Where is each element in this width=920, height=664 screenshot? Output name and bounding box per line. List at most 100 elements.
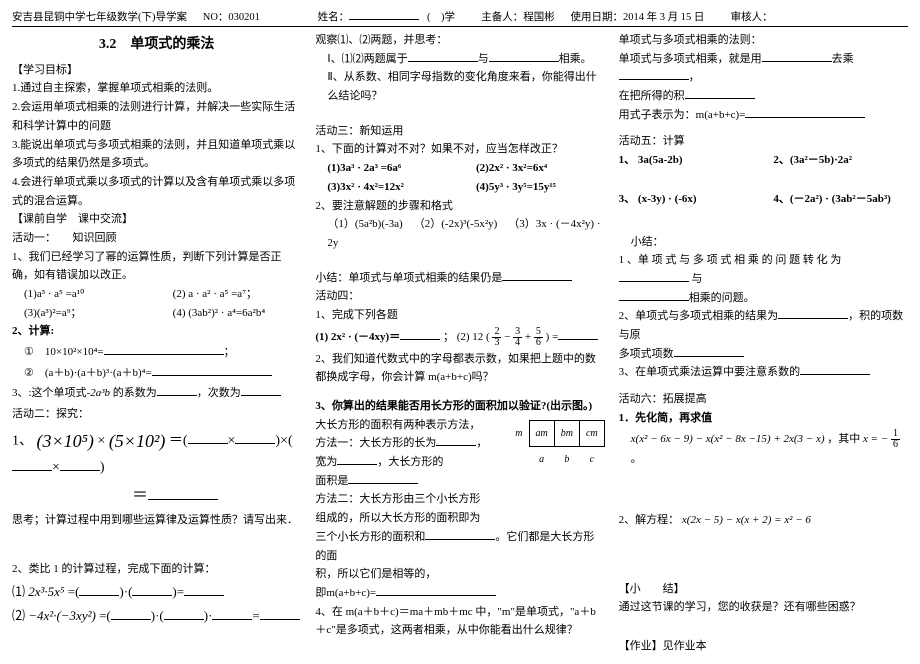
ext1-expr: x(x² − 6x − 9) − x(x² − 8x −15) + 2x(3 −… (619, 429, 908, 469)
spacer-3d (619, 382, 908, 390)
spacer-2c (315, 387, 604, 397)
area-eq: 即m(a+b+c)= (315, 584, 604, 603)
calc1-pre: ① 10×10²×10⁴= (24, 346, 104, 358)
c2b4 (111, 608, 151, 620)
calc2-blank (152, 364, 272, 376)
act1-e2: (2) a · a² · a⁵ =a⁷； (173, 285, 302, 304)
name-blank (349, 8, 419, 20)
e2l: 2、解方程： (619, 514, 680, 526)
obj-4: 4.会进行单项式乘以多项式的计算以及含有单项式乘以多项式的混合运算。 (12, 173, 301, 210)
c2e1b: =( (68, 584, 80, 599)
c2e2d: )· (204, 608, 213, 623)
lesson-title: 3.2 单项式的乘法 (12, 33, 301, 57)
columns: 3.2 单项式的乘法 【学习目标】 1.通过自主探索，掌握单项式相乘的法则。 2… (12, 31, 908, 656)
obs-hd: 观察⑴、⑵两题，并思考： (315, 31, 604, 50)
calc-1: ① 10×10²×10⁴=； (12, 343, 301, 362)
obs-i: Ⅰ、⑴⑵两题属于与相乘。 (315, 50, 604, 69)
c2e1d: )= (172, 584, 184, 599)
a4pl: ( (486, 331, 490, 343)
a4-e-row: (1) 2x² · (－4xy)＝ ； (2) 12 ( 23 − 34 + 5… (315, 327, 604, 348)
big1-eq: ＝( (169, 433, 188, 448)
sum3: 3、在单项式乘法运算中要注意系数的 (619, 363, 908, 382)
calc2-pre: ② (a＋b)·(a＋b)³·(a＋b)⁴= (24, 367, 152, 379)
act1-e4: (4) (3ab²)² · a⁴=6a²b⁴ (173, 304, 302, 323)
spacer-3b (619, 170, 908, 190)
b1x3: × (52, 460, 60, 475)
c2b2 (132, 584, 172, 596)
calc-2: ② (a＋b)·(a＋b)³·(a＋b)⁴= (12, 364, 301, 383)
rb1 (762, 50, 832, 62)
no-value: 030201 (228, 12, 260, 23)
act6-hd: 活动六：拓展提高 (619, 390, 908, 409)
amb5 (376, 584, 496, 596)
b1x4: ) (100, 460, 105, 475)
area-m1d: 面积是 (315, 472, 495, 491)
q2-row: （1）(5a²b)(-3a) （2）(-2x)³(-5x²y) （3）3x · … (315, 215, 604, 252)
f3d: 6 (534, 338, 543, 348)
q2a: （1）(5a²b)(-3a) (327, 218, 402, 230)
objectives-hd: 【学习目标】 (12, 61, 301, 80)
rect-m: m (509, 420, 529, 446)
sum2c: 多项式项数 (619, 345, 908, 364)
big1-eq2: ＝ (132, 487, 148, 504)
rect-a: a (529, 446, 554, 472)
area-end2: 积，所以它们是相等的， (315, 565, 604, 584)
big1-x: × (97, 433, 105, 448)
frac-3: 56 (534, 327, 543, 348)
sum-hd: 小结： (619, 233, 908, 252)
r1b: 去乘 (832, 53, 854, 65)
f2d: 4 (513, 338, 522, 348)
frac-2: 34 (513, 327, 522, 348)
e1end: 。 (631, 453, 642, 465)
area-m1: 方法一：大长方形的长为，宽为，大长方形的 (315, 434, 495, 471)
name-label: 姓名： (318, 9, 350, 24)
am1c: ，大长方形的 (377, 456, 443, 468)
sum1: 1 、单 项 式 与 多 项 式 相 乘 的 问 题 转 化 为 与 (619, 251, 908, 288)
f1n: 2 (492, 327, 501, 338)
conclu: 通过这节课的学习，您的收获是？还有哪些困惑？ (619, 598, 908, 617)
e2e: x(2x − 5) − x(x + 2) = x² − 6 (682, 514, 811, 526)
sb4 (674, 345, 744, 357)
r1c: ， (689, 71, 700, 83)
aeq: 即m(a+b+c)= (315, 587, 376, 599)
c2e2a: ⑵ (12, 608, 25, 623)
a4pr: ) (546, 331, 550, 343)
f3n: 5 (534, 327, 543, 338)
rect-b: b (554, 446, 579, 472)
f2n: 3 (513, 327, 522, 338)
a4-q4: 4、在 m(a＋b＋c)＝ma＋mb＋mc 中，"m"是单项式，"a＋b＋c"是… (315, 603, 604, 640)
c2b1 (79, 584, 119, 596)
cat2-e2: ⑵ −4x²·(−3xy²) =()·()·= (12, 605, 301, 627)
r2: 在把所得的积 (619, 90, 685, 102)
review-label: 审核人： (731, 9, 773, 24)
q2: 2、要注意解题的步骤和格式 (315, 197, 604, 216)
area-m2c: 三个小长方形的面积和。它们都是大长方形的面 (315, 528, 604, 565)
a5-row1: 1、 3a(5a-2b) 2、(3a²－5b)·2a² (619, 151, 908, 170)
s2a: 2、单项式与多项式相乘的结果为 (619, 310, 779, 322)
col-3: 单项式与多项式相乘的法则： 单项式与多项式相乘，就是用去乘， 在把所得的积 用式… (619, 31, 908, 656)
act5-hd: 活动五：计算 (619, 132, 908, 151)
a4e1: (1) 2x² · (－4xy)＝ (315, 331, 400, 343)
r3a: 用式子表示为：m(a+b+c)= (619, 109, 746, 121)
am1a: 方法一：大长方形的长为 (315, 437, 436, 449)
act1-row1: (1)a³ · a⁵ =a¹⁰ (2) a · a² · a⁵ =a⁷； (12, 285, 301, 304)
area-m2a: 方法二：大长方形由三个小长方形 (315, 490, 495, 509)
act1-e3: (3)(a³)²=a⁹； (24, 304, 153, 323)
b1x2: )×( (275, 433, 292, 448)
q1b: (2)2x² · 3x²=6x⁴ (476, 159, 605, 178)
obs-b2 (489, 50, 559, 62)
amb2 (337, 453, 377, 465)
rule2: 在把所得的积 (619, 87, 908, 106)
a4m: − (504, 331, 510, 343)
summary: 小结：单项式与单项式相乘的结果仍是 (315, 269, 604, 288)
b1res (148, 488, 218, 500)
obs-i-t: Ⅰ、⑴⑵两题属于 (327, 53, 407, 65)
area-block: 大长方形的面积有两种表示方法， 方法一：大长方形的长为，宽为，大长方形的 面积是… (315, 416, 604, 528)
big1-line1: 1、 (3×10⁵) × (5×10²) ＝(×)×(×) (12, 426, 301, 480)
q2b: （2）(-2x)³(-5x²y) (414, 218, 498, 230)
sb5 (800, 363, 870, 375)
c2e1a: ⑴ (12, 584, 25, 599)
act1-hd: 活动一： 知识回顾 (12, 229, 301, 248)
a4-q1: 1、完成下列各题 (315, 306, 604, 325)
b1b4 (60, 459, 100, 471)
